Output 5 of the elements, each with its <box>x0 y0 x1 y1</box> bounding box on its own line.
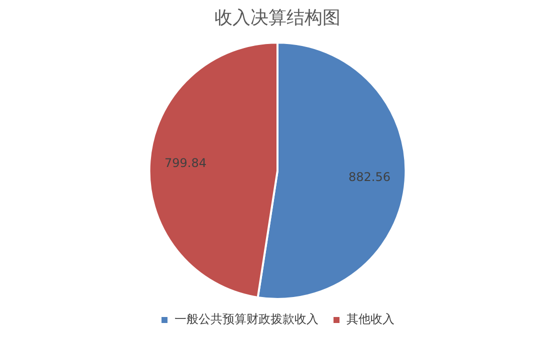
data-label: 882.56 <box>348 170 391 184</box>
legend-label: 其他收入 <box>346 312 394 326</box>
data-label: 799.84 <box>164 156 206 170</box>
chart-title: 收入决算结构图 <box>214 7 340 28</box>
legend-label: 一般公共预算财政拨款收入 <box>174 312 318 326</box>
